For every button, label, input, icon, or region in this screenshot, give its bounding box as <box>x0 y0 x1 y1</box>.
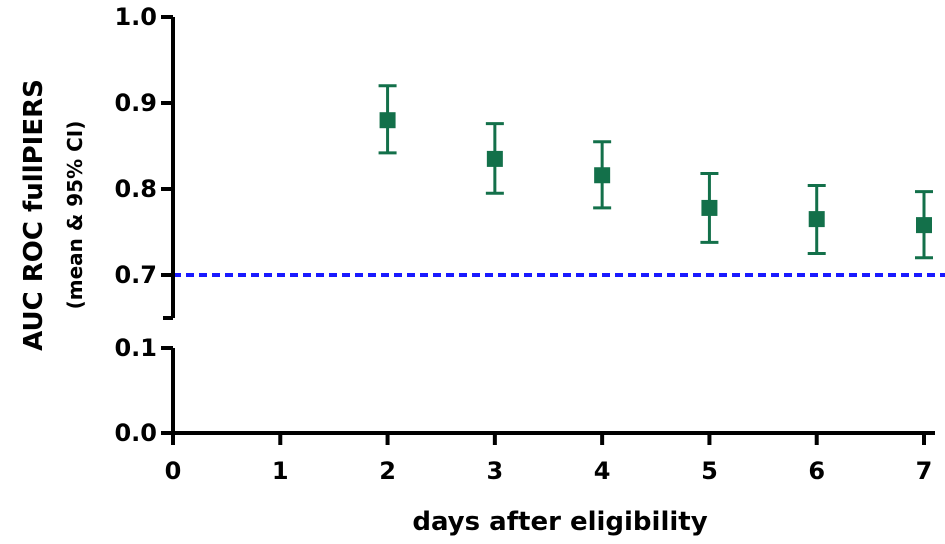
x-tick-label: 7 <box>916 457 933 485</box>
data-point-marker <box>916 217 932 234</box>
x-tick-label: 6 <box>808 457 825 485</box>
data-point-marker <box>594 167 611 184</box>
axes <box>161 15 935 445</box>
y-axis-title: AUC ROC fullPIERS <box>19 79 49 351</box>
x-axis-title: days after eligibility <box>412 507 707 537</box>
tick-labels: 0.7 0.8 0.9 1.0 0.0 0.1 0 1 2 3 4 5 6 7 <box>114 3 932 485</box>
x-tick-label: 1 <box>272 457 289 485</box>
x-tick-label: 4 <box>594 457 611 485</box>
data-point-marker <box>808 211 825 228</box>
data-point-marker <box>701 199 718 216</box>
x-tick-label: 5 <box>701 457 718 485</box>
y-tick-label: 1.0 <box>114 3 157 31</box>
data-point-marker <box>379 112 396 129</box>
y-tick-label: 0.9 <box>114 89 157 117</box>
y-tick-label: 0.1 <box>114 334 157 362</box>
y-tick-label: 0.0 <box>114 419 157 447</box>
x-tick-label: 0 <box>165 457 182 485</box>
data-marks <box>378 84 933 260</box>
x-tick-label: 2 <box>379 457 396 485</box>
y-tick-label: 0.7 <box>114 261 157 289</box>
y-axis-subtitle: (mean & 95% CI) <box>63 121 87 310</box>
y-tick-label: 0.8 <box>114 175 157 203</box>
x-tick-label: 3 <box>487 457 504 485</box>
data-point-marker <box>486 150 503 167</box>
